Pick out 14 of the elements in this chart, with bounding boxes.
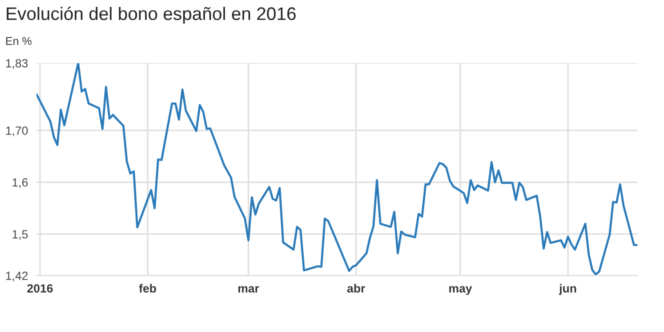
y-tick-label: 1,70 bbox=[6, 126, 28, 136]
x-tick-label: abr bbox=[347, 284, 366, 293]
chart-title: Evolución del bono español en 2016 bbox=[6, 6, 296, 24]
x-tick-label: mar bbox=[238, 286, 260, 293]
y-tick-label: 1,83 bbox=[6, 59, 28, 69]
x-tick-label: 2016 bbox=[27, 284, 53, 293]
line-series bbox=[36, 63, 638, 276]
y-tick-label: 1,42 bbox=[6, 272, 28, 282]
x-tick-label: feb bbox=[139, 284, 156, 293]
x-tick-label: jun bbox=[558, 284, 576, 295]
y-tick-label: 1,6 bbox=[12, 178, 28, 188]
x-tick-label: may bbox=[449, 286, 472, 295]
y-axis-title: En % bbox=[6, 37, 32, 45]
y-tick-label: 1,5 bbox=[12, 230, 28, 240]
